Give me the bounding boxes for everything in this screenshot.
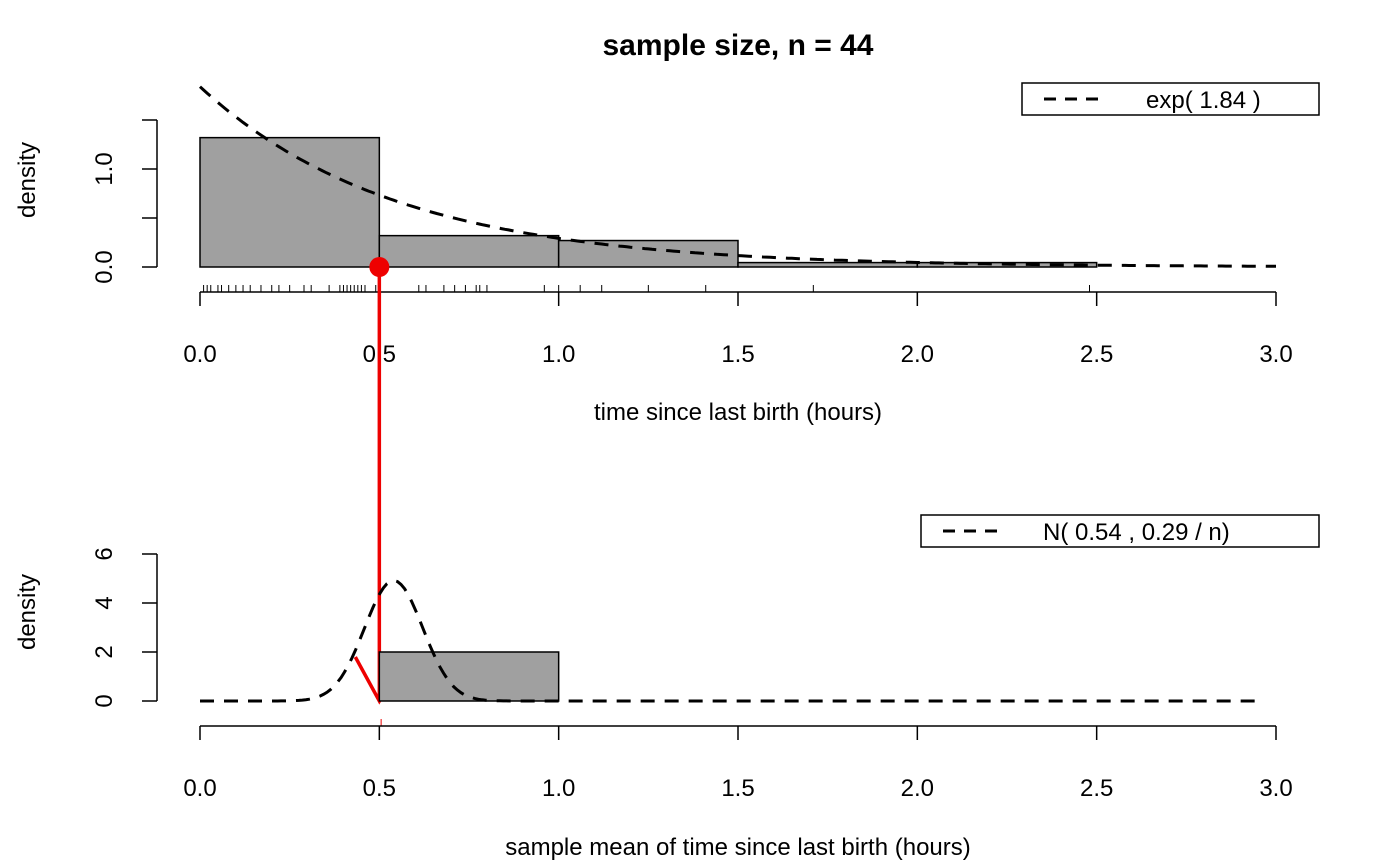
top-density-curve [198, 85, 1276, 268]
bottom-x-ticks: 0.0 0.5 1.0 1.5 2.0 2.5 3.0 [183, 726, 1293, 802]
bottom-xtick-label-2: 1.0 [542, 775, 575, 802]
bottom-xtick-label-5: 2.5 [1080, 775, 1113, 802]
bottom-histogram-bars [378, 651, 560, 702]
chart-title: sample size, n = 44 [603, 29, 874, 62]
top-x-ticks: 0.00.51.01.52.02.53.0 [183, 292, 1293, 368]
bottom-ytick-label-2: 4 [91, 596, 118, 609]
top-xtick-label-0: 0.0 [183, 341, 216, 368]
top-bar-0 [199, 136, 381, 268]
top-bar-1 [378, 234, 560, 268]
top-histogram-bars [199, 136, 1098, 268]
top-bar-2 [557, 239, 739, 268]
top-y-axis-label: density [14, 142, 41, 218]
top-x-axis-label: time since last birth (hours) [594, 399, 882, 426]
bottom-curve-line [200, 579, 1259, 703]
top-y-ticks: 0.0 1.0 [91, 119, 157, 284]
bottom-y-axis-label: density [14, 574, 41, 650]
bottom-xtick-label-6: 3.0 [1259, 775, 1292, 802]
top-xtick-label-3: 1.5 [721, 341, 754, 368]
bottom-ytick-label-3: 6 [91, 547, 118, 560]
bottom-bar-0 [378, 651, 560, 702]
bottom-ytick-label-0: 0 [91, 694, 118, 707]
bottom-x-axis-label: sample mean of time since last birth (ho… [505, 834, 971, 861]
top-xtick-label-6: 3.0 [1259, 341, 1292, 368]
bottom-xtick-label-3: 1.5 [721, 775, 754, 802]
top-legend: exp( 1.84 ) [1021, 82, 1320, 116]
top-ytick-label-1: 1.0 [91, 152, 118, 185]
bottom-ytick-label-1: 2 [91, 645, 118, 658]
top-ytick-label-0: 0.0 [91, 250, 118, 283]
bottom-xtick-label-0: 0.0 [183, 775, 216, 802]
bottom-y-ticks: 0 2 4 6 [91, 547, 157, 708]
bottom-xtick-label-1: 0.5 [363, 775, 396, 802]
top-legend-label: exp( 1.84 ) [1146, 87, 1261, 114]
top-rug-ticks [203, 285, 1090, 292]
bottom-legend: N( 0.54 , 0.29 / n) [920, 514, 1320, 548]
top-xtick-label-2: 1.0 [542, 341, 575, 368]
top-xtick-label-4: 2.0 [901, 341, 934, 368]
top-panel: 0.01.0 0.00.51.01.52.02.53.0 time since … [14, 82, 1320, 426]
top-xtick-label-5: 2.5 [1080, 341, 1113, 368]
bottom-density-curve [200, 579, 1259, 703]
bottom-panel: 0 2 4 6 0.0 0.5 1.0 1.5 2.0 2.5 3.0 sample mean o… [14, 514, 1320, 861]
bottom-xtick-label-4: 2.0 [901, 775, 934, 802]
sample-mean-marker [369, 257, 390, 277]
top-curve-line [198, 85, 1276, 268]
bottom-legend-label: N( 0.54 , 0.29 / n) [1043, 519, 1230, 546]
